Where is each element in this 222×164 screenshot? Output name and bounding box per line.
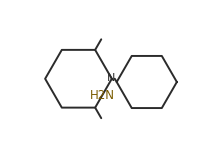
Text: H2N: H2N (90, 89, 115, 102)
Text: N: N (107, 73, 115, 83)
